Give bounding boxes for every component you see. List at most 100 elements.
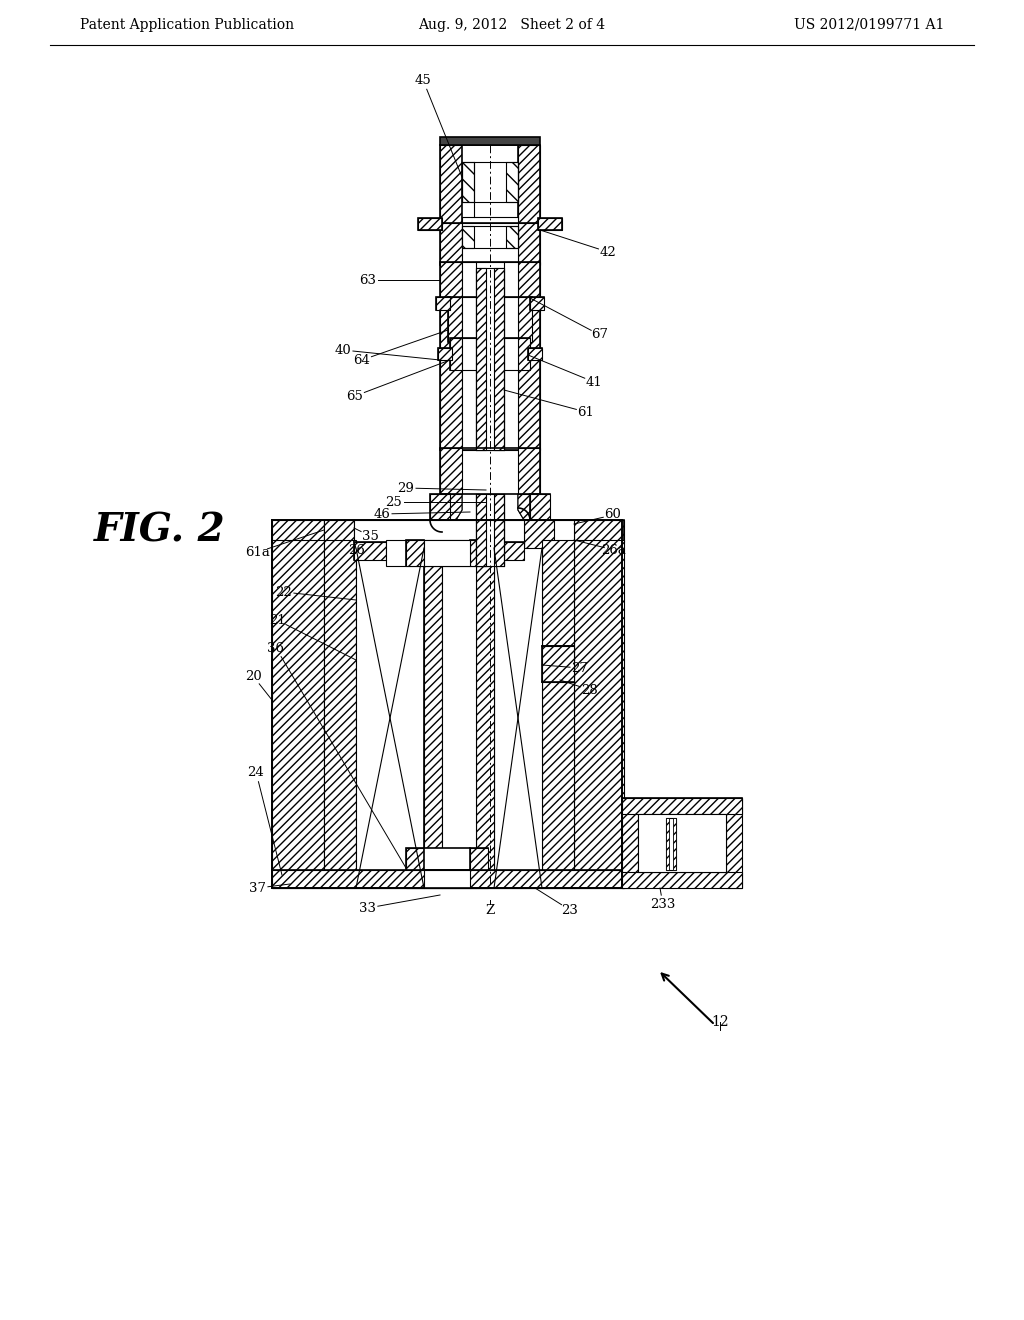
Bar	[494, 548, 542, 888]
Text: 21: 21	[268, 614, 286, 627]
Bar	[476, 548, 494, 888]
Bar	[494, 494, 504, 520]
Bar	[272, 520, 622, 888]
Text: 61a: 61a	[246, 545, 270, 558]
Bar	[424, 548, 494, 888]
Bar	[462, 216, 518, 224]
Polygon shape	[518, 494, 540, 520]
Bar	[518, 297, 532, 342]
Bar	[324, 520, 354, 552]
Bar	[418, 218, 442, 230]
Bar	[272, 870, 624, 888]
Text: 63: 63	[359, 273, 377, 286]
Bar	[436, 297, 450, 310]
Bar	[518, 338, 530, 370]
Bar	[726, 799, 742, 888]
Bar	[638, 814, 726, 873]
Bar	[424, 540, 470, 566]
Bar	[462, 162, 518, 202]
Text: Z: Z	[485, 903, 495, 916]
Bar	[424, 548, 442, 888]
Bar	[518, 223, 540, 265]
Bar	[476, 520, 486, 566]
Bar	[440, 447, 462, 494]
Bar	[406, 847, 424, 888]
Bar	[524, 520, 554, 552]
Bar	[440, 223, 540, 265]
Bar	[440, 447, 540, 494]
Bar	[506, 226, 518, 248]
Text: 27: 27	[571, 661, 589, 675]
Bar	[462, 226, 474, 248]
Bar	[438, 348, 452, 360]
Bar	[440, 223, 462, 265]
Bar	[406, 540, 424, 566]
Bar	[542, 645, 574, 682]
Bar	[462, 145, 518, 224]
Text: US 2012/0199771 A1: US 2012/0199771 A1	[794, 18, 944, 32]
Polygon shape	[518, 494, 540, 520]
Polygon shape	[440, 494, 462, 520]
Bar	[538, 218, 562, 230]
Bar	[476, 268, 486, 450]
Bar	[440, 261, 462, 450]
Bar	[470, 847, 488, 888]
Bar	[406, 847, 424, 888]
Bar	[324, 540, 356, 888]
Bar	[406, 540, 424, 566]
Bar	[476, 520, 504, 566]
Bar	[272, 520, 624, 543]
Bar	[440, 145, 462, 224]
Bar	[430, 494, 450, 520]
Text: 12: 12	[712, 1015, 729, 1030]
Bar	[462, 226, 518, 248]
Bar	[622, 873, 742, 888]
Bar	[622, 799, 638, 888]
Bar	[494, 520, 504, 566]
Bar	[449, 297, 462, 342]
Text: 25: 25	[386, 495, 402, 508]
Bar	[424, 847, 470, 870]
Text: 26: 26	[348, 544, 366, 557]
Bar	[542, 645, 574, 682]
Text: 20: 20	[245, 669, 261, 682]
Bar	[430, 494, 450, 520]
Bar	[542, 540, 574, 888]
Bar	[530, 297, 544, 310]
Text: 45: 45	[415, 74, 431, 87]
Bar	[440, 261, 540, 450]
Bar	[528, 348, 542, 360]
Text: 67: 67	[592, 329, 608, 342]
Bar	[272, 520, 324, 543]
Bar	[518, 261, 540, 450]
Bar	[462, 223, 518, 265]
Bar	[440, 145, 540, 224]
Bar	[354, 520, 524, 552]
Text: 46: 46	[374, 507, 390, 520]
Bar	[476, 494, 486, 520]
Bar	[488, 543, 524, 560]
Bar	[449, 297, 532, 342]
Bar	[386, 540, 492, 566]
Bar	[506, 162, 518, 202]
Bar	[354, 543, 386, 560]
Bar	[324, 520, 574, 543]
Bar	[462, 297, 518, 342]
Bar	[673, 818, 676, 870]
Bar	[666, 818, 669, 870]
Bar	[440, 137, 540, 145]
Text: 22: 22	[275, 586, 293, 598]
Bar	[272, 870, 624, 888]
Bar	[436, 297, 450, 310]
Bar	[518, 145, 540, 224]
Text: 41: 41	[586, 375, 602, 388]
Bar	[442, 548, 476, 888]
Text: 65: 65	[346, 389, 364, 403]
Bar	[450, 338, 530, 370]
Bar	[424, 870, 470, 888]
Bar	[666, 818, 676, 870]
Bar	[272, 540, 324, 888]
Bar	[476, 494, 504, 520]
Bar	[528, 348, 542, 360]
Bar	[462, 338, 518, 370]
